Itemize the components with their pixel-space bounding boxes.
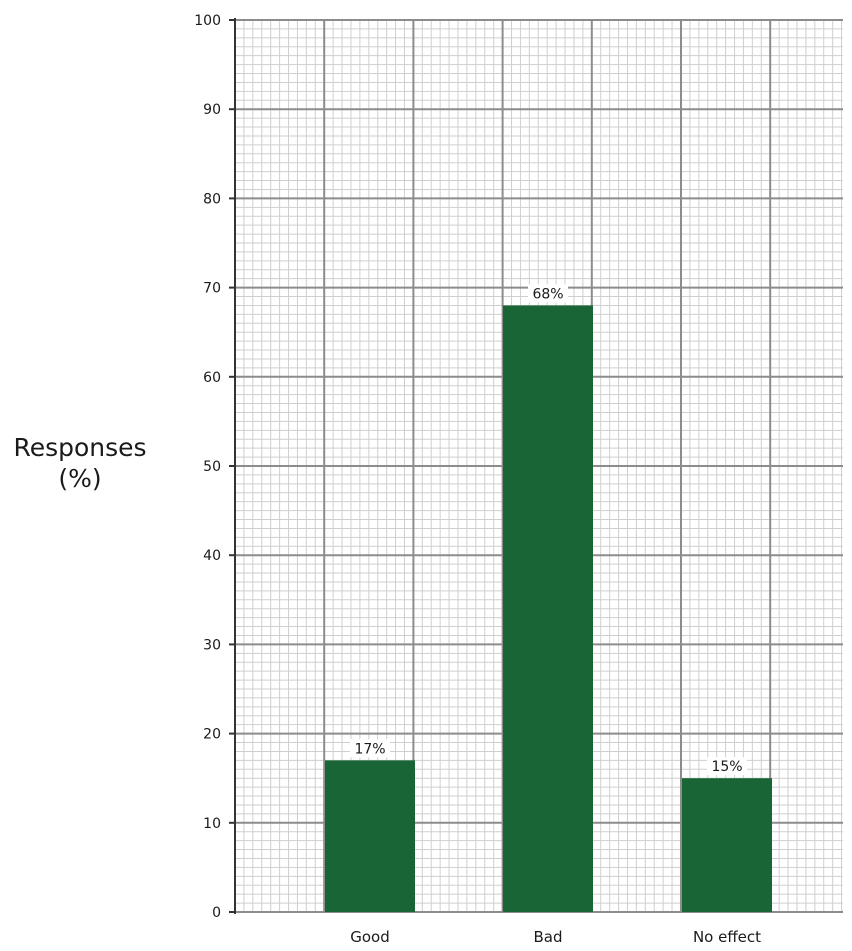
y-tick-label: 70 (203, 281, 221, 297)
y-tick-label: 30 (203, 637, 221, 653)
y-tick-label: 90 (203, 102, 221, 118)
y-tick-label: 80 (203, 191, 221, 207)
y-tick-label: 0 (212, 905, 221, 921)
data-label-bg (707, 757, 747, 776)
bars (325, 305, 772, 912)
x-tick-label: Bad (533, 928, 562, 946)
y-axis-title: Responses (%) (0, 432, 160, 494)
bar-no-effect (682, 778, 772, 912)
x-tick-label: No effect (693, 928, 761, 946)
y-tick-label: 100 (194, 13, 221, 29)
data-label: 15% (711, 759, 742, 775)
data-label: 68% (532, 286, 563, 302)
y-axis-title-line2: (%) (58, 464, 102, 493)
data-label: 17% (354, 741, 385, 757)
axes (229, 18, 236, 914)
y-tick-label: 10 (203, 816, 221, 832)
data-label-bg (528, 284, 568, 303)
y-tick-label: 60 (203, 370, 221, 386)
labels: 17% Good 68% Bad 15% No effect 0 10 20 30 40 50 60 70… (194, 13, 761, 946)
y-tick-label: 50 (203, 459, 221, 475)
y-tick-label: 20 (203, 727, 221, 743)
data-label-bg (350, 739, 390, 758)
bar-bad (503, 305, 593, 912)
bar-good (325, 760, 415, 912)
x-tick-label: Good (350, 928, 390, 946)
y-axis-title-line1: Responses (13, 433, 147, 462)
y-tick-label: 40 (203, 548, 221, 564)
